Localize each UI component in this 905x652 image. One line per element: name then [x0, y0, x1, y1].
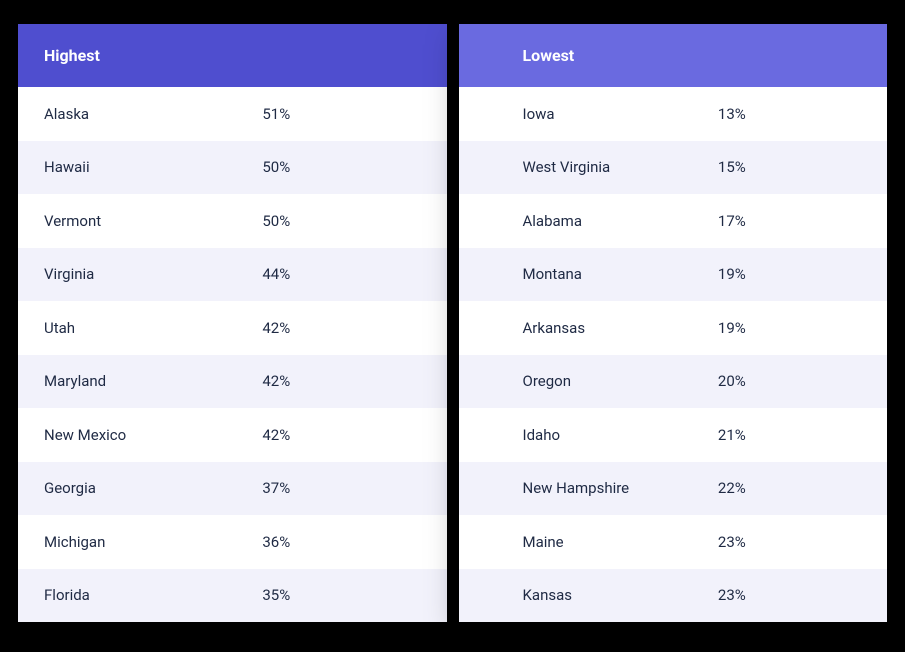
table-row: Alabama 17% — [459, 194, 888, 248]
cell-percent: 42% — [262, 372, 420, 390]
cell-state: Maryland — [44, 372, 262, 390]
cell-percent: 23% — [718, 533, 861, 551]
table-row: New Mexico 42% — [18, 408, 447, 462]
cell-state: Utah — [44, 319, 262, 337]
table-row: Florida 35% — [18, 569, 447, 623]
cell-state: Florida — [44, 586, 262, 604]
table-row: Utah 42% — [18, 301, 447, 355]
cell-percent: 15% — [718, 158, 861, 176]
table-row: Maryland 42% — [18, 355, 447, 409]
canvas: Highest Alaska 51% Hawaii 50% Vermont 50… — [0, 0, 905, 652]
cell-state: Alabama — [485, 212, 718, 230]
cell-percent: 44% — [262, 265, 420, 283]
panel-header-highest: Highest — [18, 24, 447, 87]
cell-state: Hawaii — [44, 158, 262, 176]
table-row: Hawaii 50% — [18, 141, 447, 195]
cell-percent: 23% — [718, 586, 861, 604]
cell-percent: 19% — [718, 265, 861, 283]
cell-state: Kansas — [485, 586, 718, 604]
cell-percent: 51% — [262, 105, 420, 123]
cell-state: Virginia — [44, 265, 262, 283]
cell-state: New Mexico — [44, 426, 262, 444]
cell-percent: 13% — [718, 105, 861, 123]
cell-percent: 42% — [262, 426, 420, 444]
tables-wrap: Highest Alaska 51% Hawaii 50% Vermont 50… — [18, 24, 887, 622]
cell-percent: 42% — [262, 319, 420, 337]
cell-percent: 21% — [718, 426, 861, 444]
cell-state: West Virginia — [485, 158, 718, 176]
cell-state: Georgia — [44, 479, 262, 497]
table-row: Arkansas 19% — [459, 301, 888, 355]
cell-state: Vermont — [44, 212, 262, 230]
table-row: New Hampshire 22% — [459, 462, 888, 516]
cell-percent: 20% — [718, 372, 861, 390]
cell-state: Arkansas — [485, 319, 718, 337]
table-row: Idaho 21% — [459, 408, 888, 462]
table-row: Vermont 50% — [18, 194, 447, 248]
cell-percent: 36% — [262, 533, 420, 551]
cell-percent: 22% — [718, 479, 861, 497]
table-row: Iowa 13% — [459, 87, 888, 141]
table-row: West Virginia 15% — [459, 141, 888, 195]
panel-highest: Highest Alaska 51% Hawaii 50% Vermont 50… — [18, 24, 447, 622]
cell-state: Michigan — [44, 533, 262, 551]
table-row: Maine 23% — [459, 515, 888, 569]
table-row: Michigan 36% — [18, 515, 447, 569]
panel-header-lowest: Lowest — [459, 24, 888, 87]
table-row: Kansas 23% — [459, 569, 888, 623]
table-row: Oregon 20% — [459, 355, 888, 409]
panel-lowest: Lowest Iowa 13% West Virginia 15% Alabam… — [459, 24, 888, 622]
cell-percent: 17% — [718, 212, 861, 230]
table-row: Georgia 37% — [18, 462, 447, 516]
cell-state: Iowa — [485, 105, 718, 123]
cell-state: Montana — [485, 265, 718, 283]
cell-percent: 50% — [262, 212, 420, 230]
table-row: Virginia 44% — [18, 248, 447, 302]
cell-percent: 50% — [262, 158, 420, 176]
cell-state: Idaho — [485, 426, 718, 444]
cell-percent: 35% — [262, 586, 420, 604]
cell-state: New Hampshire — [485, 479, 718, 497]
cell-state: Oregon — [485, 372, 718, 390]
cell-state: Maine — [485, 533, 718, 551]
cell-percent: 37% — [262, 479, 420, 497]
table-row: Alaska 51% — [18, 87, 447, 141]
table-row: Montana 19% — [459, 248, 888, 302]
cell-percent: 19% — [718, 319, 861, 337]
cell-state: Alaska — [44, 105, 262, 123]
